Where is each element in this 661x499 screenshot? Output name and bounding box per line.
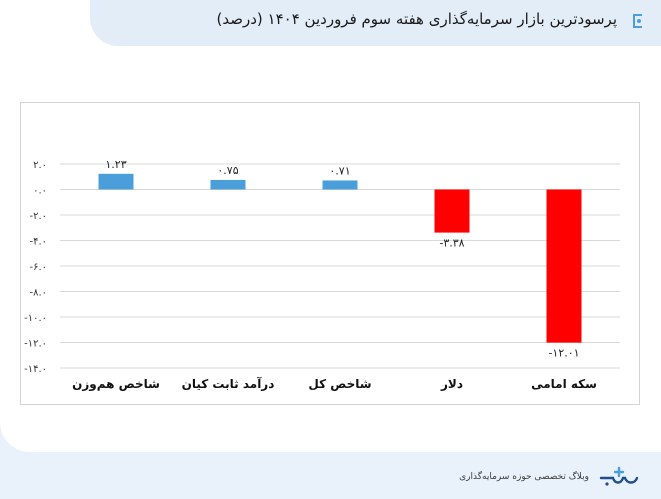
data-label: -۱۲.۰۱ [548, 347, 579, 360]
y-tick-label: -۶.۰ [29, 262, 47, 273]
y-tick-label: -۱۰.۰ [24, 313, 47, 324]
x-category-label: درآمد ثابت کیان [182, 376, 275, 391]
data-label: ۰.۷۵ [217, 164, 238, 177]
x-category-label: سکه امامی [531, 377, 597, 391]
bar [322, 180, 358, 190]
y-tick-label: -۱۲.۰ [24, 339, 47, 350]
chart-frame [20, 102, 640, 405]
y-tick-label: -۸.۰ [29, 288, 47, 299]
x-category-label: دلار [440, 377, 463, 391]
brand-tagline: وبلاگ تخصصی حوزه سرمایه‌گذاری [459, 472, 589, 482]
data-label: ۰.۷۱ [329, 164, 350, 177]
bar [434, 189, 470, 233]
bar-chart: ۲.۰ ۰.۰ -۲.۰ -۴.۰ -۶.۰ -۸.۰ -۱۰.۰ -۱۲.۰ -۱۴.۰ ۱.۲… [24, 158, 620, 392]
y-tick-label: -۲.۰ [29, 211, 47, 222]
bar [546, 189, 582, 343]
bar [98, 173, 134, 190]
sarmayeh-logo-icon [599, 466, 639, 486]
title-accent-icon [633, 14, 642, 28]
footer: وبلاگ تخصصی حوزه سرمایه‌گذاری [459, 462, 639, 492]
data-label: -۳.۳۸ [439, 237, 464, 250]
data-label: ۱.۲۳ [105, 158, 126, 171]
x-category-label: شاخص کل [308, 377, 371, 391]
bar [210, 179, 246, 190]
y-tick-label: -۴.۰ [29, 237, 47, 248]
y-tick-label: -۱۴.۰ [24, 364, 47, 375]
x-category-label: شاخص هم‌وزن [72, 377, 160, 392]
page-title: پرسودترین بازار سرمایه‌گذاری هفته سوم فر… [216, 10, 617, 28]
title-bar: پرسودترین بازار سرمایه‌گذاری هفته سوم فر… [90, 0, 661, 46]
y-tick-label: ۰.۰ [33, 186, 47, 197]
y-tick-label: ۲.۰ [33, 160, 47, 171]
